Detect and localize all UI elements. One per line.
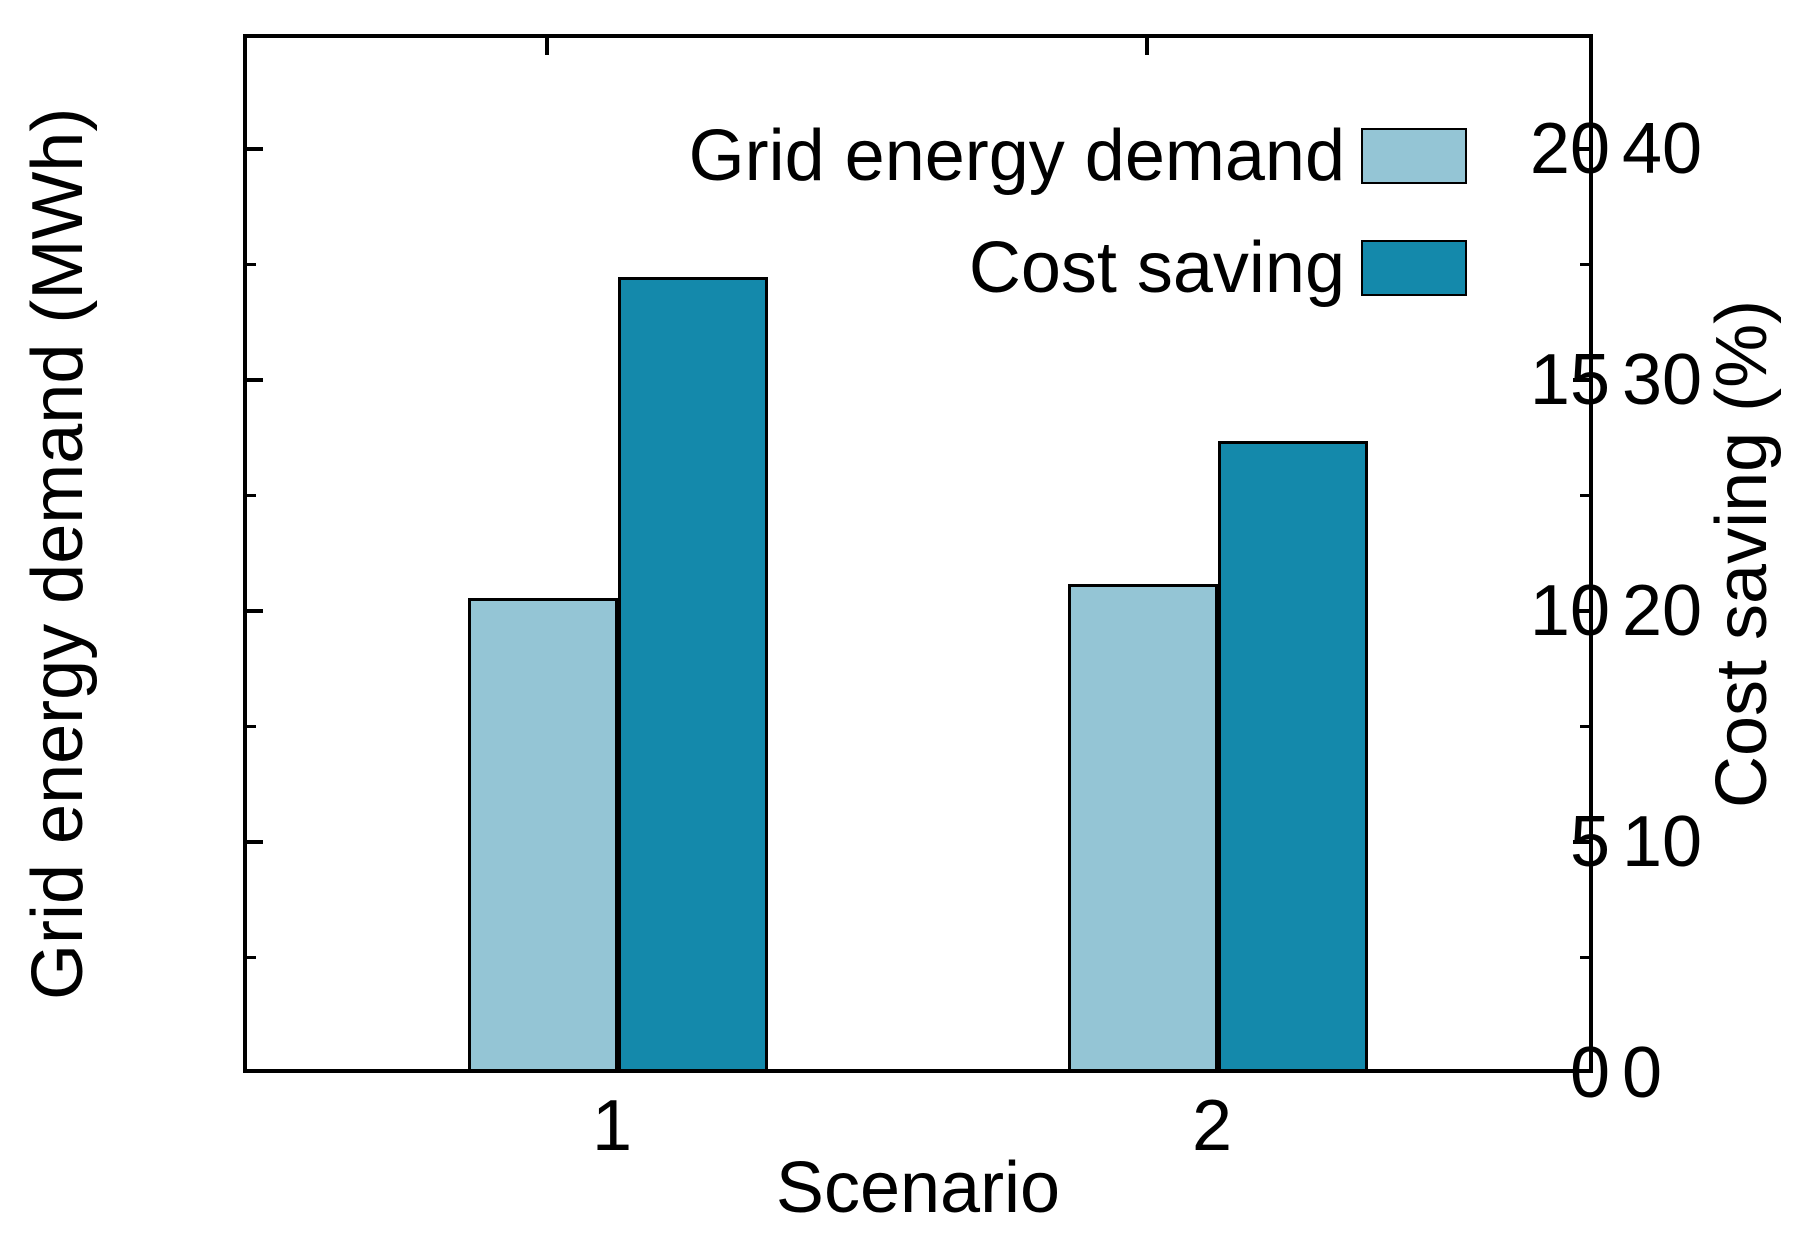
x-tick-label-2: 2: [1191, 1086, 1232, 1166]
y1-major-tick-20: [247, 147, 263, 152]
y1-minor-tick-17.5: [247, 263, 256, 267]
y1-minor-tick-12.5: [247, 494, 256, 498]
legend-label-grid-energy-demand: Grid energy demand: [688, 116, 1345, 196]
y1-major-tick-10: [247, 609, 263, 614]
y2-major-tick-20: [1573, 609, 1589, 614]
y1-minor-tick-7.5: [247, 725, 256, 729]
y1-tick-label-0: 0: [1569, 1033, 1610, 1113]
y1-tick-label-5: 5: [1569, 802, 1610, 883]
y2-major-tick-40: [1573, 147, 1589, 152]
bar-cost-saving-scenario-1: [618, 277, 769, 1069]
y2-minor-tick-15: [1580, 725, 1589, 729]
y1-major-tick-5: [247, 840, 263, 845]
top-category-tick-1: [544, 38, 549, 55]
y2-major-tick-30: [1573, 378, 1589, 383]
legend-swatch-cost-saving: [1361, 240, 1467, 296]
plot-area: [243, 34, 1593, 1073]
y2-minor-tick-35: [1580, 263, 1589, 267]
y1-major-tick-15: [247, 378, 263, 383]
bar-grid-energy-demand-scenario-2: [1067, 584, 1218, 1069]
y1-tick-label-15: 15: [1529, 340, 1610, 421]
y2-major-tick-10: [1573, 840, 1589, 845]
y2-minor-tick-5: [1580, 956, 1589, 960]
right-axis-title: Cost saving (%): [1702, 299, 1782, 808]
x-tick-label-1: 1: [591, 1086, 633, 1166]
top-category-tick-2: [1145, 38, 1150, 55]
y2-tick-label-20: 20: [1622, 571, 1703, 652]
legend-swatch-grid-energy-demand: [1361, 128, 1467, 184]
bar-grid-energy-demand-scenario-1: [468, 598, 619, 1069]
y2-tick-label-10: 10: [1622, 802, 1703, 883]
y2-tick-label-0: 0: [1622, 1033, 1663, 1113]
y2-tick-label-40: 40: [1622, 109, 1703, 190]
x-axis-title: Scenario: [775, 1148, 1061, 1228]
left-axis-title: Grid energy demand (MWh): [18, 107, 98, 1000]
y1-tick-label-20: 20: [1529, 109, 1610, 190]
bar-cost-saving-scenario-2: [1217, 441, 1368, 1069]
y1-tick-label-10: 10: [1529, 571, 1610, 652]
y1-minor-tick-2.5: [247, 956, 256, 960]
legend-label-cost-saving: Cost saving: [968, 228, 1345, 308]
y2-minor-tick-25: [1580, 494, 1589, 498]
y2-tick-label-30: 30: [1622, 340, 1703, 421]
